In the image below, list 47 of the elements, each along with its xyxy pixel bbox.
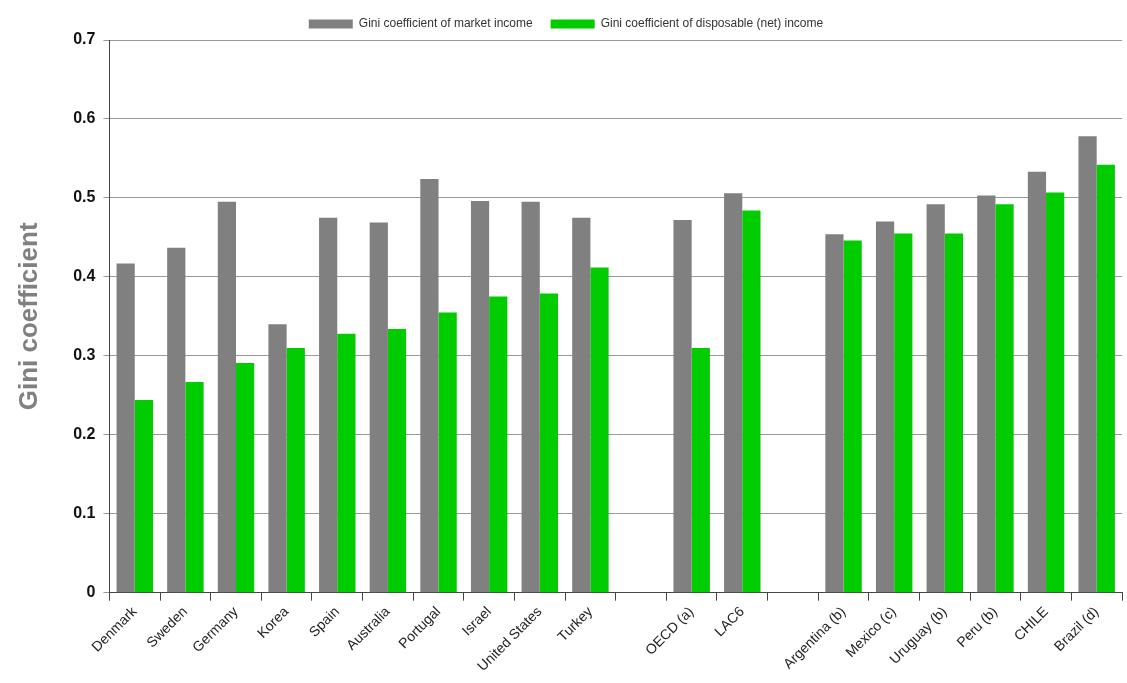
bar [977, 195, 996, 593]
y-tick-label: 0.6 [73, 109, 96, 127]
bar [185, 381, 204, 593]
y-axis-title: Gini coefficient [12, 222, 43, 411]
bar [944, 233, 964, 593]
bar [286, 347, 305, 593]
bar [319, 217, 338, 593]
y-tick-label: 0.2 [73, 425, 96, 443]
bar [470, 201, 490, 593]
bar [590, 267, 609, 593]
bar [843, 240, 862, 593]
bar [825, 234, 844, 593]
bar [420, 178, 439, 593]
bar [438, 312, 457, 593]
legend-label: Gini coefficient of market income [358, 16, 533, 31]
bar [1027, 171, 1047, 593]
bar [268, 324, 287, 593]
bar [116, 263, 135, 593]
y-tick-label: 0.5 [73, 188, 96, 206]
y-tick-label: 0.1 [73, 504, 96, 522]
bar [995, 204, 1014, 593]
bar [489, 296, 508, 593]
y-tick-label: 0.7 [73, 30, 96, 48]
bar [926, 204, 945, 593]
bar [236, 362, 255, 593]
legend-label: Gini coefficient of disposable (net) income [600, 16, 824, 31]
bar [875, 221, 895, 593]
bar [1046, 192, 1065, 593]
bar [539, 293, 559, 593]
bar [337, 333, 356, 593]
bar [217, 201, 237, 593]
bar [572, 217, 591, 593]
y-tick-label: 0 [86, 583, 96, 601]
y-tick-label: 0.3 [73, 346, 96, 364]
bar [673, 220, 692, 593]
bar [1096, 164, 1115, 593]
bar [387, 328, 407, 593]
bar [134, 400, 153, 593]
bar [742, 210, 761, 593]
bar [521, 201, 540, 593]
bar [369, 222, 388, 593]
bar [894, 233, 913, 593]
bar [1078, 136, 1097, 593]
y-tick-label: 0.4 [73, 267, 96, 285]
bar [167, 247, 186, 593]
bar [691, 347, 710, 593]
bar [724, 193, 743, 593]
